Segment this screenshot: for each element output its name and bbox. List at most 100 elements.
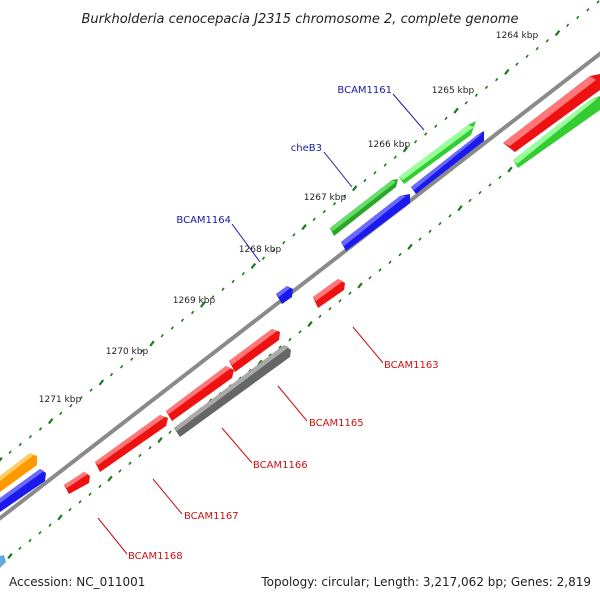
tick-dot	[148, 446, 152, 450]
gene-label-bcam1163[interactable]: BCAM1163	[384, 360, 439, 371]
tick-dot	[464, 101, 468, 105]
tick-dot	[342, 194, 347, 198]
gene-blue-small-bcam1164[interactable]	[276, 286, 293, 304]
gene-green-bcam1161[interactable]	[399, 121, 476, 184]
label-leaders	[97, 93, 425, 555]
tick-dot	[130, 357, 134, 361]
tick-dot	[160, 334, 164, 338]
tick-dot	[398, 252, 402, 257]
tick-dot	[351, 185, 358, 192]
tick-dot	[157, 437, 163, 444]
tick-dot	[282, 240, 286, 245]
tick-dot	[545, 39, 549, 43]
tick-dot	[393, 155, 397, 160]
gene-blue-left[interactable]	[0, 469, 46, 512]
gene-red-bcam1163[interactable]	[313, 279, 345, 308]
tick-dot	[98, 379, 105, 386]
gene-red-bcam1167[interactable]	[95, 415, 168, 472]
tick-dot	[48, 523, 52, 527]
tick-dot	[69, 403, 73, 408]
tick-dot	[18, 442, 22, 447]
tick-dot	[38, 531, 42, 535]
gene-label-cheb3[interactable]: cheB3	[291, 143, 322, 154]
tick-dot	[428, 229, 432, 234]
tick-dot	[498, 175, 502, 180]
tick-dot	[373, 171, 377, 175]
tick-dot	[424, 132, 428, 136]
tick-dot	[468, 198, 472, 203]
gene-red-upper-pair-b[interactable]	[166, 366, 234, 421]
tick-dot	[438, 221, 442, 226]
tick-dot	[312, 217, 316, 222]
tick-dot	[457, 205, 463, 212]
gene-green-cheb3[interactable]	[330, 179, 398, 236]
tick-dot	[448, 214, 452, 218]
tick-dot	[494, 77, 499, 82]
tick-dot	[504, 68, 510, 75]
tick-dot	[298, 330, 302, 334]
gene-blue-top[interactable]	[411, 131, 484, 194]
tick-dot	[288, 337, 292, 342]
tick-dot	[0, 456, 3, 464]
gene-gray-bcam1165[interactable]	[174, 345, 291, 437]
tick-dot	[357, 282, 363, 289]
tick-dot	[413, 139, 418, 144]
tick-dot	[261, 256, 266, 260]
tick-dot	[140, 349, 144, 354]
backbone-line	[0, 51, 600, 521]
tick-dot	[322, 209, 326, 214]
gene-label-bcam1166[interactable]: BCAM1166	[253, 460, 308, 471]
tick-dot	[78, 500, 82, 504]
tick-dots-inner	[7, 98, 600, 560]
tick-dot	[79, 396, 83, 400]
gene-label-bcam1167[interactable]: BCAM1167	[184, 511, 239, 522]
forward-strand-genes	[0, 74, 600, 512]
tick-dot	[168, 430, 172, 435]
tick-dot	[307, 321, 313, 328]
tick-dot	[596, 0, 600, 4]
tick-dots-outer	[0, 0, 600, 464]
gene-red-upper-pair-a[interactable]	[229, 329, 280, 372]
tick-dot	[418, 237, 422, 241]
reverse-strand-genes	[0, 96, 600, 568]
tick-dot	[332, 202, 337, 206]
gene-green-top-right[interactable]	[503, 74, 600, 152]
tick-dot	[292, 233, 296, 237]
gene-label-bcam1165[interactable]: BCAM1165	[309, 418, 364, 429]
tick-dot	[338, 299, 342, 303]
tick-dot	[383, 163, 387, 167]
gene-lightblue-corner[interactable]	[0, 555, 6, 568]
tick-dot	[388, 260, 392, 265]
tick-dot	[170, 326, 174, 330]
tick-dot	[28, 434, 33, 439]
tick-label-1268: 1268 kbp	[239, 245, 282, 255]
tick-label-1266: 1266 kbp	[368, 140, 411, 150]
gene-orange-left[interactable]	[0, 453, 37, 492]
gene-label-bcam1161[interactable]: BCAM1161	[337, 85, 392, 96]
tick-dot	[28, 538, 32, 543]
tick-dot	[368, 276, 372, 280]
tick-dot	[250, 262, 257, 269]
tick-dot	[180, 318, 185, 323]
tick-dot	[107, 475, 113, 482]
gene-labels: BCAM1161 cheB3 BCAM1164 BCAM1163 BCAM116…	[128, 85, 439, 562]
gene-label-bcam1164[interactable]: BCAM1164	[176, 215, 231, 226]
gene-green-right-edge[interactable]	[513, 96, 600, 168]
tick-dot	[318, 314, 322, 319]
tick-dot	[211, 295, 215, 299]
tick-dot	[576, 15, 580, 20]
gene-blue-mid[interactable]	[341, 194, 410, 251]
tick-dot	[363, 178, 367, 183]
tick-dot	[199, 301, 206, 308]
gene-label-bcam1168[interactable]: BCAM1168	[128, 551, 183, 562]
tick-dot	[190, 310, 195, 315]
tick-dot	[515, 62, 519, 66]
tick-dot	[535, 46, 539, 51]
tick-dot	[98, 484, 102, 489]
tick-dot	[586, 8, 590, 12]
gene-red-bcam1168[interactable]	[64, 472, 90, 494]
tick-label-1265: 1265 kbp	[432, 86, 475, 96]
tick-dot	[474, 93, 479, 97]
tick-labels: 1264 kbp 1265 kbp 1266 kbp 1267 kbp 1268…	[39, 31, 539, 405]
tick-dot	[231, 279, 235, 284]
